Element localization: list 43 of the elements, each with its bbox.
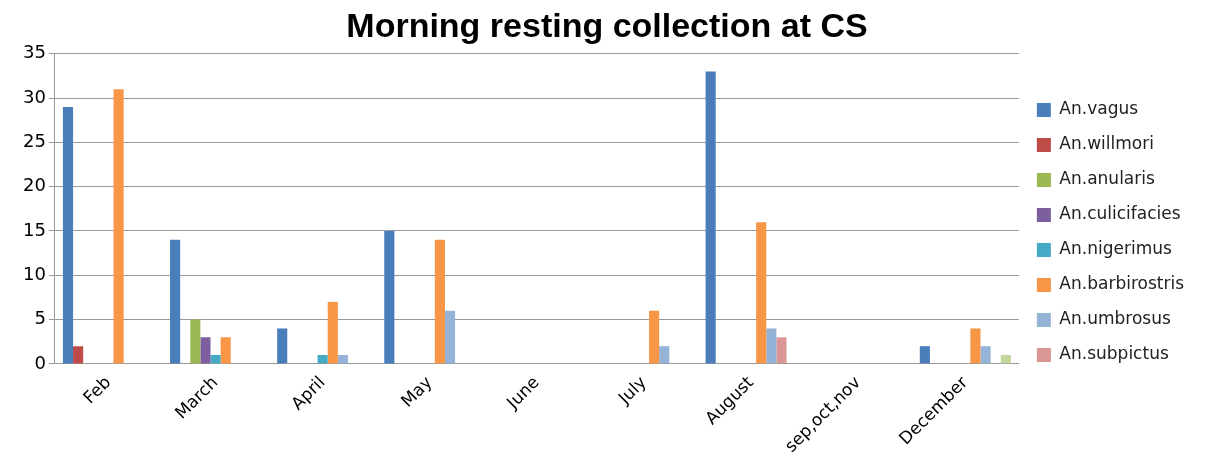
y-tick-label: 35	[23, 41, 46, 63]
legend-label: An.vagus	[1059, 98, 1139, 119]
bar	[649, 310, 660, 364]
bar	[62, 106, 74, 364]
bar	[73, 346, 84, 364]
bar	[200, 337, 211, 364]
bar	[220, 337, 231, 364]
bar	[756, 222, 767, 364]
bar	[659, 346, 670, 364]
legend-label: An.subpictus	[1059, 343, 1169, 364]
legend-label: An.nigerimus	[1059, 238, 1172, 259]
y-tick-label: 0	[34, 351, 46, 373]
bar	[190, 319, 201, 364]
bar	[113, 89, 124, 364]
bar	[317, 355, 328, 364]
y-tick-label: 30	[23, 85, 46, 107]
x-tick-label: Feb	[78, 371, 115, 408]
y-tick-label: 5	[34, 307, 46, 329]
bar	[776, 337, 787, 364]
bar	[170, 239, 181, 364]
bar	[980, 346, 991, 364]
legend-label: An.culicifacies	[1059, 203, 1181, 224]
bar	[210, 355, 221, 364]
bar	[766, 328, 777, 364]
legend-label: An.anularis	[1059, 168, 1155, 189]
bar	[705, 71, 716, 364]
bar	[919, 346, 930, 364]
bar	[434, 239, 445, 364]
y-tick-label: 25	[23, 130, 46, 152]
legend-label: An.willmori	[1059, 133, 1154, 154]
bar	[444, 310, 456, 364]
y-tick-label: 10	[23, 262, 46, 284]
bar	[327, 301, 338, 364]
legend-label: An.barbirostris	[1059, 273, 1185, 294]
bar	[970, 328, 981, 364]
bar	[1000, 355, 1011, 364]
bar	[337, 355, 348, 364]
y-tick-label: 20	[23, 174, 46, 196]
y-tick-label: 15	[23, 218, 46, 240]
bar	[384, 230, 395, 364]
bar	[277, 328, 288, 364]
legend-label: An.umbrosus	[1059, 308, 1171, 329]
chart-title: Morning resting collection at CS	[346, 5, 868, 44]
